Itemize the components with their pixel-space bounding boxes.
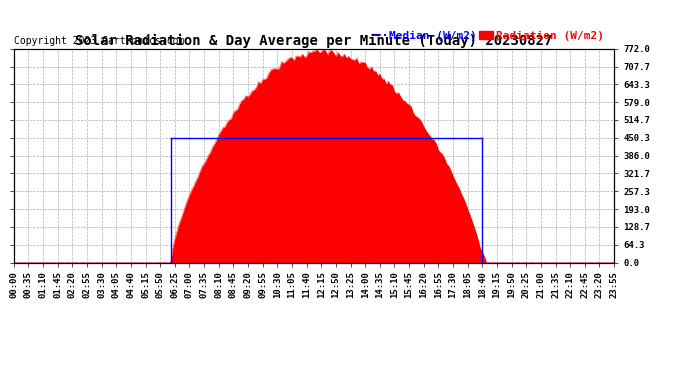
Text: Copyright 2023 Cartronics.com: Copyright 2023 Cartronics.com [14,36,184,46]
Title: Solar Radiation & Day Average per Minute (Today) 20230827: Solar Radiation & Day Average per Minute… [75,33,553,48]
Legend: Median (W/m2), Radiation (W/m2): Median (W/m2), Radiation (W/m2) [368,27,609,45]
